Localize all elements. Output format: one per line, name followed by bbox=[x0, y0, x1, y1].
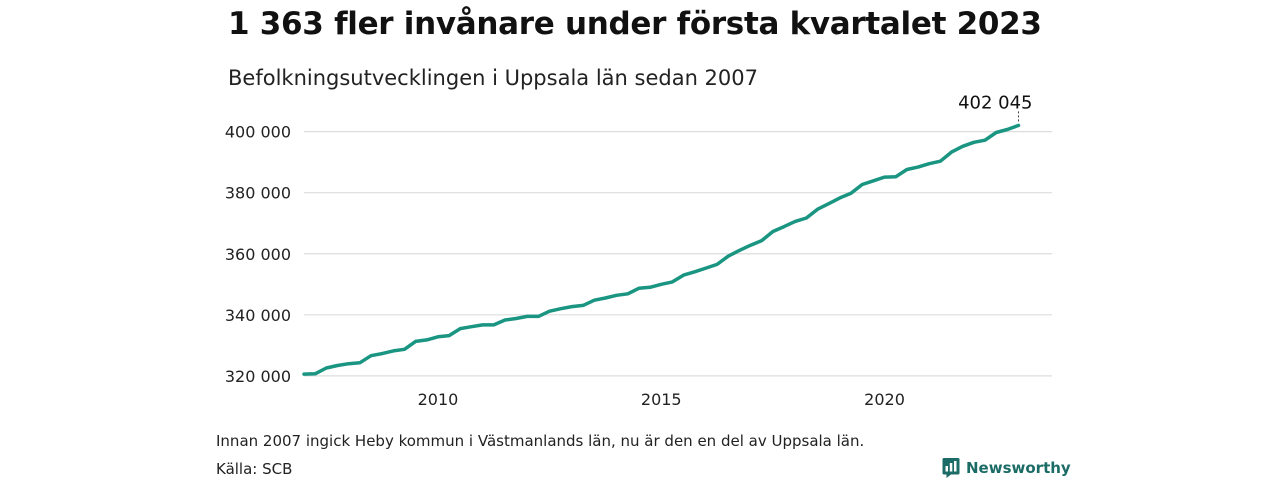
end-label-layer: 402 045 bbox=[958, 92, 1033, 122]
source-text: Källa: SCB bbox=[216, 460, 293, 478]
brand-name: Newsworthy bbox=[966, 459, 1071, 477]
x-tick-label: 2015 bbox=[641, 390, 682, 409]
brand-logo: Newsworthy bbox=[942, 457, 1071, 479]
chart-subtitle: Befolkningsutvecklingen i Uppsala län se… bbox=[228, 66, 759, 90]
grid-lines bbox=[304, 131, 1052, 377]
x-axis-tick-labels: 2010 2015 2020 bbox=[418, 390, 905, 409]
x-tick-label: 2020 bbox=[864, 390, 905, 409]
newsworthy-logo-icon bbox=[942, 458, 960, 478]
y-tick-label: 400 000 bbox=[225, 123, 291, 142]
y-tick-label: 320 000 bbox=[225, 367, 291, 386]
footnote: Innan 2007 ingick Heby kommun i Västmanl… bbox=[216, 432, 865, 450]
y-axis-tick-labels: 320 000 340 000 360 000 380 000 400 000 bbox=[225, 123, 291, 386]
y-tick-label: 380 000 bbox=[225, 184, 291, 203]
line-chart: 320 000 340 000 360 000 380 000 400 000 2010… bbox=[225, 92, 1052, 409]
y-tick-label: 360 000 bbox=[225, 245, 291, 264]
series-line bbox=[302, 123, 1021, 376]
end-value-label: 402 045 bbox=[958, 92, 1032, 113]
chart-title: 1 363 fler invånare under första kvartal… bbox=[228, 6, 1042, 42]
y-tick-label: 340 000 bbox=[225, 306, 291, 325]
series-layer bbox=[302, 123, 1021, 376]
x-tick-label: 2010 bbox=[418, 390, 459, 409]
